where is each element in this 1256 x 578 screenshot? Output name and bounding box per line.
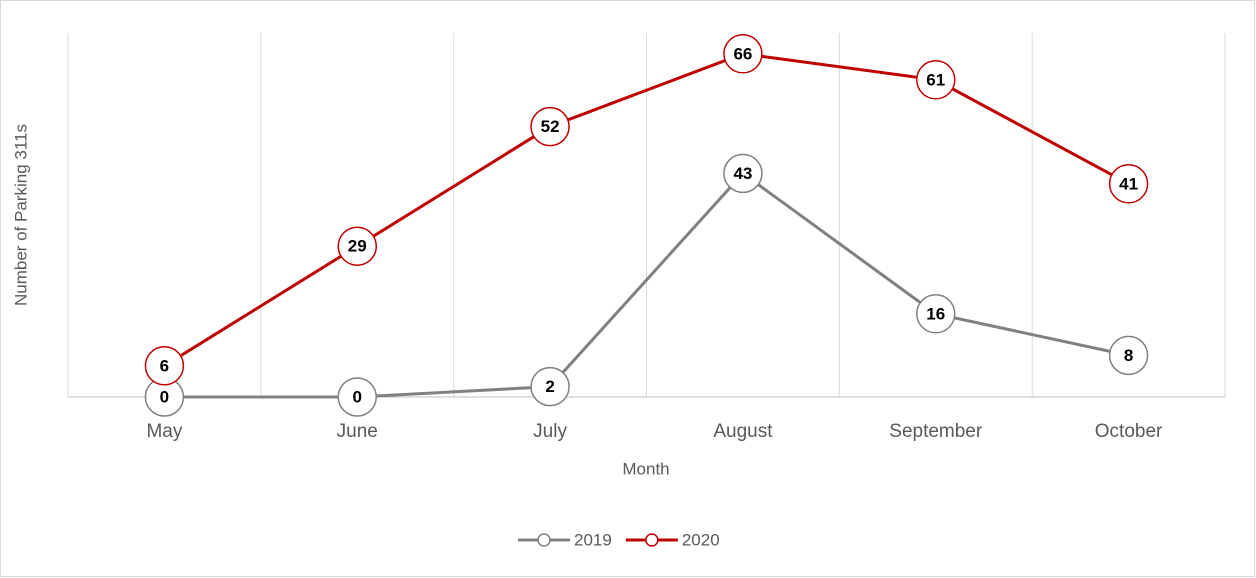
data-label: 52 [541, 117, 560, 136]
marker [1108, 164, 1149, 204]
marker [144, 346, 185, 386]
marker [530, 106, 570, 147]
data-label: 0 [160, 387, 169, 406]
data-label: 29 [348, 237, 367, 256]
legend-label: 2020 [682, 530, 720, 549]
x-tick-label: August [713, 421, 773, 442]
series-line [163, 52, 1130, 368]
x-tick-label: June [337, 421, 378, 442]
data-label: 61 [926, 70, 945, 89]
series-line [164, 171, 1129, 399]
data-label: 41 [1119, 174, 1138, 193]
marker [337, 226, 377, 266]
legend-marker [645, 533, 659, 547]
marker [1108, 335, 1149, 376]
x-tick-label: May [146, 421, 182, 442]
marker [723, 34, 763, 74]
x-tick-label: October [1095, 421, 1163, 442]
data-label: 16 [926, 304, 945, 323]
data-label: 43 [733, 164, 752, 183]
y-axis-title: Number of Parking 311s [11, 124, 30, 306]
x-tick-label: July [533, 421, 567, 442]
legend-marker [537, 533, 551, 547]
marker [916, 294, 956, 334]
legend-label: 2019 [574, 530, 612, 549]
data-label: 0 [353, 387, 362, 406]
marker [916, 60, 956, 100]
x-axis-title: Month [622, 459, 669, 478]
x-tick-label: September [889, 421, 983, 442]
data-label: 2 [545, 377, 554, 396]
data-label: 6 [160, 356, 169, 375]
marker [723, 153, 763, 194]
data-label: 8 [1124, 346, 1133, 365]
data-label: 66 [733, 44, 752, 63]
marker [530, 366, 570, 407]
marker [337, 377, 377, 417]
